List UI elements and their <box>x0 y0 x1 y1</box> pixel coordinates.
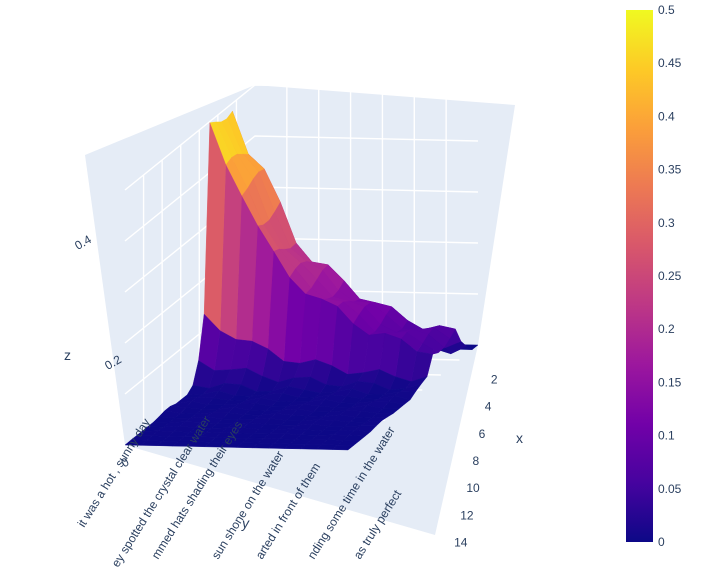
x-tick-label: 10 <box>466 481 480 495</box>
x-axis-title: x <box>516 430 523 446</box>
colorbar-ticks: 0 0.05 0.1 0.15 0.2 0.25 0.3 0.35 0.4 0.45 0.5 <box>658 3 682 549</box>
z-gridline <box>124 135 479 242</box>
colorbar-tick-label: 0 <box>658 535 665 549</box>
x-tick-label: 8 <box>473 454 480 468</box>
colorbar <box>626 10 653 542</box>
x-tick-label: 2 <box>491 373 498 387</box>
z-tick-label: 0.4 <box>72 232 94 253</box>
y-axis-title: y <box>241 515 250 531</box>
x-tick-label: 6 <box>479 427 486 441</box>
colorbar-tick-label: 0.5 <box>658 3 675 17</box>
x-tick-label: 12 <box>460 508 474 522</box>
x-tick-label: 14 <box>454 535 468 549</box>
colorbar-tick-label: 0.25 <box>658 269 682 283</box>
colorbar-tick-label: 0.45 <box>658 56 682 70</box>
z-axis-title: z <box>64 347 71 363</box>
colorbar-tick-label: 0.35 <box>658 163 682 177</box>
x-axis-ticks: 2 4 6 8 10 12 14 <box>454 373 498 550</box>
x-tick-label: 4 <box>485 400 492 414</box>
colorbar-tick-label: 0.3 <box>658 216 675 230</box>
colorbar-tick-label: 0.05 <box>658 482 682 496</box>
colorbar-tick-label: 0.4 <box>658 109 675 123</box>
surface-cell <box>124 439 148 446</box>
surface-mesh <box>124 110 479 451</box>
z-gridline <box>124 84 479 191</box>
colorbar-tick-label: 0.1 <box>658 429 675 443</box>
colorbar-tick-label: 0.15 <box>658 375 682 389</box>
colorbar-tick-label: 0.2 <box>658 322 675 336</box>
